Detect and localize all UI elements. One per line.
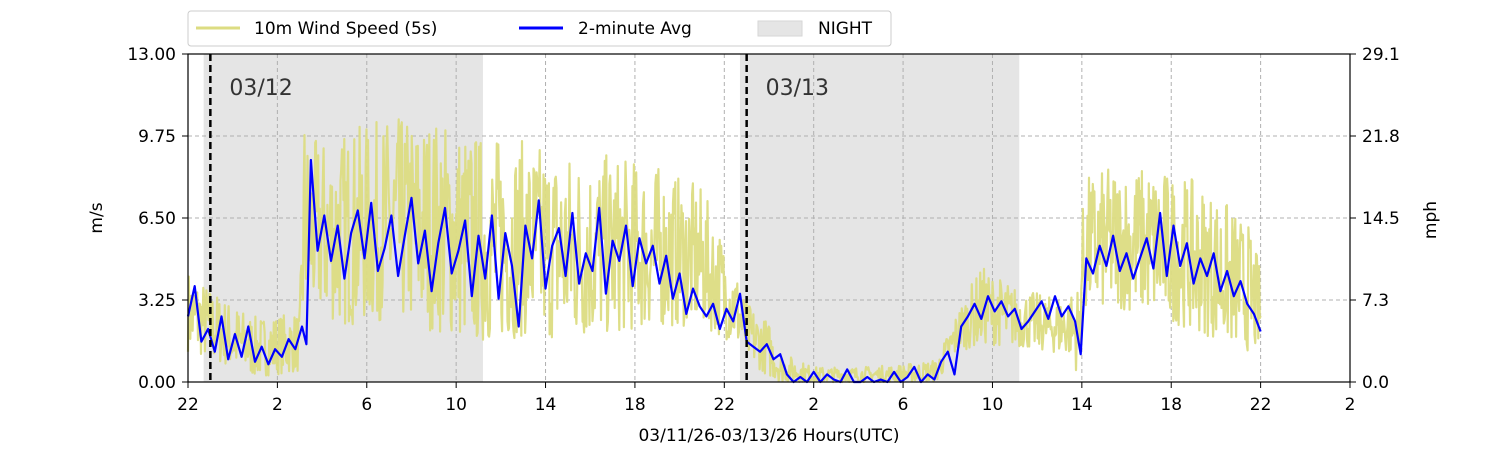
axis-ticks: 22 2 6 10 14 18 22 2 6 10 14 18 22 20.00 0.03.25 7.36.5… <box>127 45 1400 415</box>
legend-label-2min-avg: 2-minute Avg <box>578 19 692 39</box>
x-tick-label-0: 22 <box>177 395 199 415</box>
x-tick-label-13: 2 <box>1345 395 1356 415</box>
x-tick-label-7: 2 <box>808 395 819 415</box>
y-axis-label-right: mph <box>1421 201 1441 239</box>
y-tick-label-left-2: 6.50 <box>138 209 176 229</box>
x-tick-label-2: 6 <box>361 395 372 415</box>
x-tick-label-10: 14 <box>1071 395 1093 415</box>
y-tick-label-left-4: 13.00 <box>127 45 176 65</box>
legend-swatch-night <box>757 20 803 37</box>
date-markers: 03/12 03/13 <box>209 54 829 382</box>
legend: 10m Wind Speed (5s) 2-minute Avg NIGHT <box>187 10 892 47</box>
x-axis-label: 03/11/26-03/13/26 Hours(UTC) <box>638 426 899 446</box>
y-tick-label-left-3: 9.75 <box>138 127 176 147</box>
legend-label-wind-speed: 10m Wind Speed (5s) <box>254 19 437 39</box>
x-tick-label-12: 22 <box>1250 395 1272 415</box>
y-tick-label-left-1: 3.25 <box>138 291 176 311</box>
y-tick-label-right-1: 7.3 <box>1362 291 1389 311</box>
x-tick-label-5: 18 <box>624 395 646 415</box>
x-tick-label-4: 14 <box>535 395 557 415</box>
x-tick-label-8: 6 <box>898 395 909 415</box>
series-line-2min-avg <box>186 158 1262 384</box>
y-tick-label-right-2: 14.5 <box>1362 209 1400 229</box>
legend-label-night: NIGHT <box>818 19 873 39</box>
y-tick-label-right-0: 0.0 <box>1362 373 1389 393</box>
date-marker-label-1: 03/13 <box>766 76 829 101</box>
x-tick-label-6: 22 <box>713 395 735 415</box>
x-tick-label-9: 10 <box>982 395 1004 415</box>
series <box>186 118 1262 384</box>
x-tick-label-11: 18 <box>1160 395 1182 415</box>
x-tick-label-3: 10 <box>445 395 467 415</box>
y-tick-label-right-4: 29.1 <box>1362 45 1400 65</box>
y-tick-label-left-0: 0.00 <box>138 373 176 393</box>
y-axis-label-left: m/s <box>87 202 107 233</box>
y-tick-label-right-3: 21.8 <box>1362 127 1400 147</box>
date-marker-label-0: 03/12 <box>229 76 292 101</box>
x-tick-label-1: 2 <box>272 395 283 415</box>
